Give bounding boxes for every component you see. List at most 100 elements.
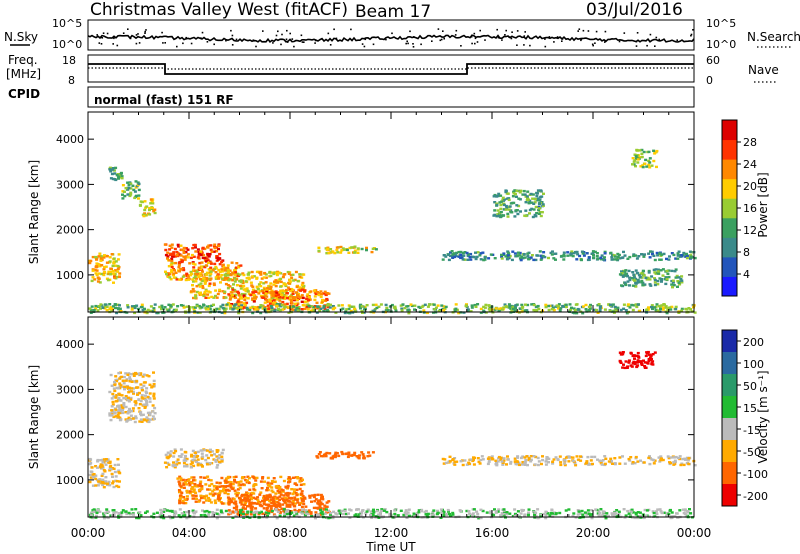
data-cell xyxy=(163,461,167,464)
data-cell xyxy=(543,255,547,259)
data-cell xyxy=(128,194,132,198)
data-cell xyxy=(144,390,148,393)
nsearch-dot xyxy=(235,38,238,41)
data-cell xyxy=(122,403,126,407)
data-cell xyxy=(284,295,288,298)
data-cell xyxy=(285,494,289,497)
data-cell xyxy=(331,250,335,253)
data-cell xyxy=(124,395,128,398)
data-cell xyxy=(559,461,563,464)
data-cell xyxy=(137,516,141,520)
data-cell xyxy=(203,292,207,295)
data-cell xyxy=(487,460,491,463)
data-cell xyxy=(324,508,328,511)
data-cell xyxy=(510,310,514,313)
data-cell xyxy=(672,515,676,518)
data-cell xyxy=(160,304,164,307)
data-cell xyxy=(214,459,217,462)
data-cell xyxy=(117,175,121,178)
data-cell xyxy=(369,513,372,517)
nsearch-dot xyxy=(391,32,393,35)
data-cell xyxy=(662,511,666,514)
freq-unit: [MHz] xyxy=(6,67,41,81)
data-cell xyxy=(231,272,235,275)
data-cell xyxy=(210,304,214,307)
data-cell xyxy=(599,256,603,259)
colorbar-tick-label: -200 xyxy=(743,490,768,503)
data-cell xyxy=(295,299,299,302)
data-cell xyxy=(204,499,208,502)
data-cell xyxy=(674,308,678,311)
data-cell xyxy=(303,304,307,307)
data-cell xyxy=(310,515,314,518)
data-cell xyxy=(214,276,218,279)
data-cell xyxy=(490,455,494,458)
data-cell xyxy=(494,307,498,310)
data-cell xyxy=(327,292,331,295)
data-cell xyxy=(618,257,622,260)
data-cell xyxy=(271,297,275,300)
data-cell xyxy=(635,365,639,369)
data-cell xyxy=(172,308,176,312)
data-cell xyxy=(241,483,245,486)
data-cell xyxy=(505,197,509,200)
data-cell xyxy=(470,304,474,307)
data-cell xyxy=(276,501,280,504)
data-cell xyxy=(257,283,261,286)
data-cell xyxy=(681,508,685,511)
data-cell xyxy=(188,262,192,265)
data-cell xyxy=(600,514,604,518)
data-cell xyxy=(327,252,331,255)
data-cell xyxy=(575,455,579,458)
data-cell xyxy=(261,477,264,480)
data-cell xyxy=(627,361,631,364)
data-cell xyxy=(443,458,447,461)
data-cell xyxy=(269,505,273,508)
data-cell xyxy=(496,510,500,513)
data-cell xyxy=(114,415,118,418)
data-cell xyxy=(628,276,632,279)
data-cell xyxy=(591,462,594,466)
data-cell xyxy=(380,508,384,511)
data-cell xyxy=(652,458,655,462)
data-cell xyxy=(636,271,640,275)
data-cell xyxy=(133,400,137,403)
data-cell xyxy=(325,292,329,295)
nsearch-dot xyxy=(101,37,104,39)
data-cell xyxy=(199,265,203,268)
data-cell xyxy=(627,269,631,273)
data-cell xyxy=(199,494,203,497)
data-cell xyxy=(194,280,198,283)
data-cell xyxy=(177,264,181,267)
data-cell xyxy=(141,308,145,312)
data-cell xyxy=(165,466,169,469)
data-cell xyxy=(114,260,118,263)
data-cell xyxy=(168,248,172,251)
data-cell xyxy=(207,296,211,299)
data-cell xyxy=(499,514,503,517)
data-cell xyxy=(670,269,674,273)
time-tick-label: 00:00 xyxy=(677,526,712,540)
data-cell xyxy=(148,213,152,216)
data-cell xyxy=(406,308,410,312)
data-cell xyxy=(222,266,226,269)
data-cell xyxy=(290,276,294,280)
data-cell xyxy=(510,258,514,262)
data-cell xyxy=(687,307,691,310)
data-cell xyxy=(174,271,178,274)
data-cell xyxy=(508,254,512,258)
data-cell xyxy=(275,292,279,295)
data-cell xyxy=(493,209,497,212)
nsearch-dot xyxy=(440,38,443,41)
data-cell xyxy=(568,303,572,306)
data-cell xyxy=(95,478,99,482)
data-cell xyxy=(466,258,470,261)
data-cell xyxy=(632,276,636,279)
data-cell xyxy=(533,513,536,517)
data-cell xyxy=(183,511,187,514)
data-cell xyxy=(676,285,679,288)
data-cell xyxy=(320,496,324,499)
data-cell xyxy=(516,212,520,216)
data-cell xyxy=(148,208,151,212)
data-cell xyxy=(110,307,114,311)
